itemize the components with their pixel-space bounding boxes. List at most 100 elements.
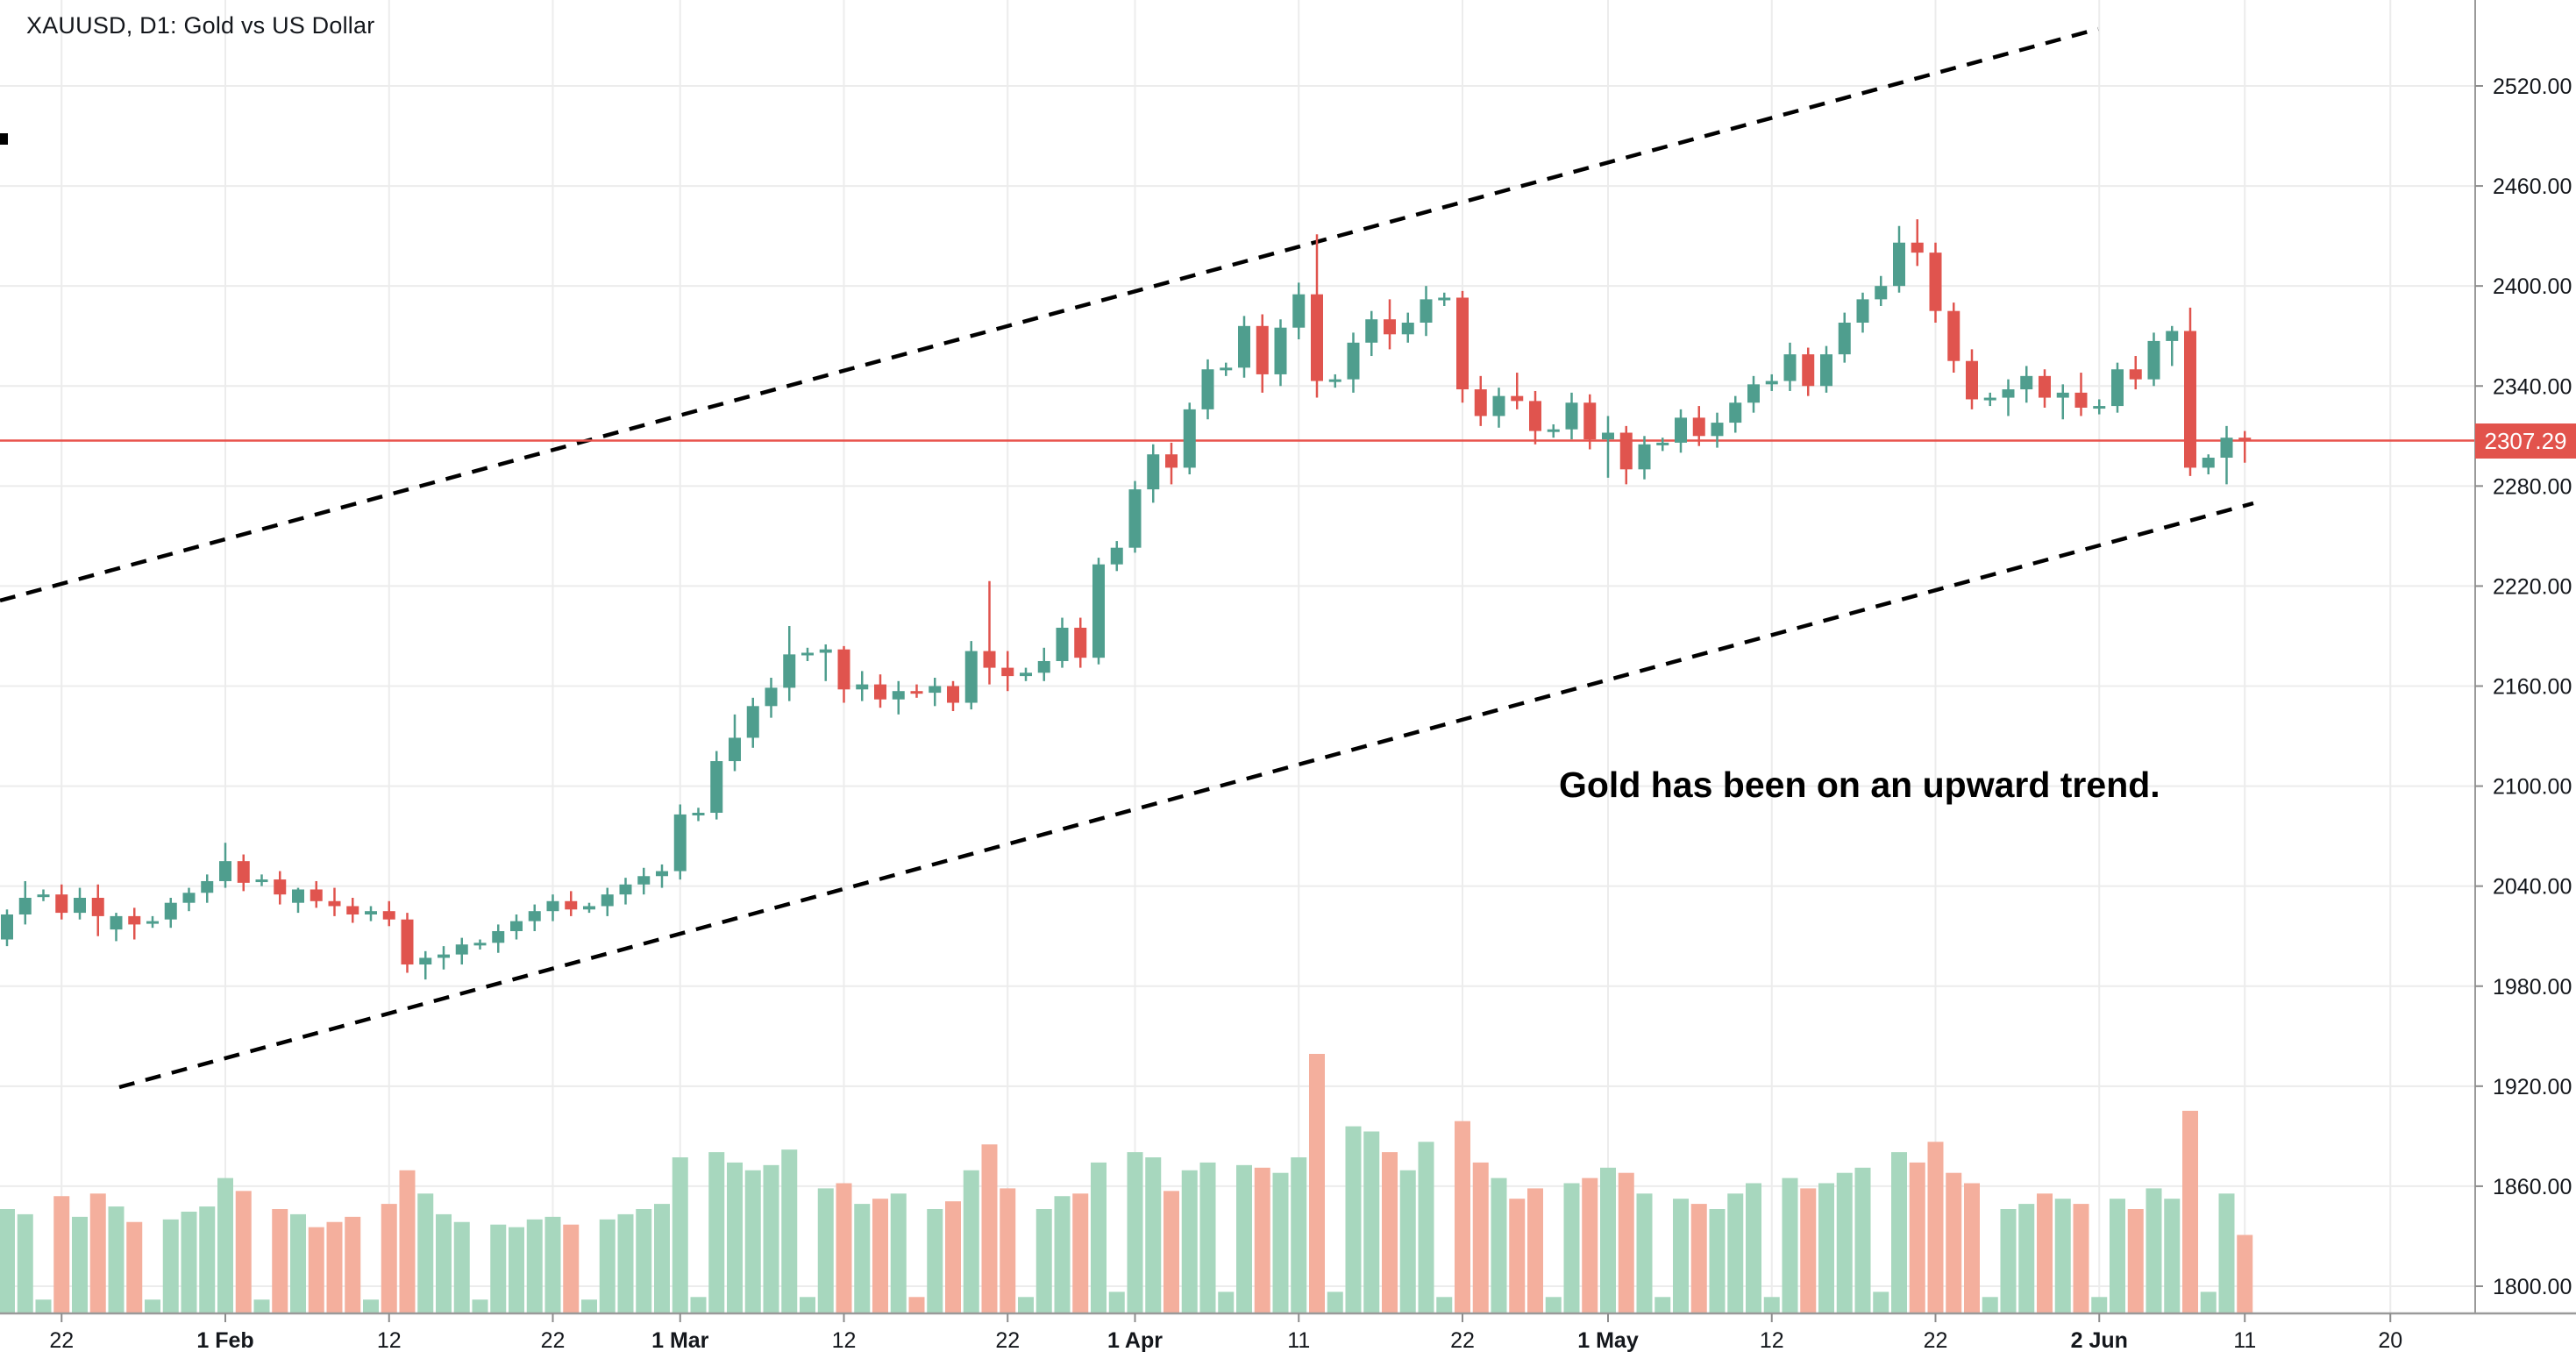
volume-bar	[581, 1299, 597, 1313]
volume-bar	[1272, 1172, 1289, 1313]
candle-body	[1966, 360, 1978, 400]
time-axis-label: 22	[1924, 1328, 1948, 1353]
volume-bar	[1309, 1054, 1325, 1313]
candle-body	[419, 957, 432, 965]
candle-body	[528, 911, 541, 921]
volume-bar	[1218, 1291, 1235, 1313]
volume-bar	[108, 1206, 125, 1313]
candle-body	[1675, 417, 1687, 443]
candle-body	[1947, 310, 1960, 361]
volume-bar	[1091, 1162, 1107, 1313]
candle-body	[1292, 294, 1306, 328]
candle-body	[1511, 395, 1524, 402]
candle-body	[1020, 672, 1032, 677]
candle-body	[1529, 401, 1541, 431]
volume-bar	[53, 1196, 70, 1313]
volume-bar	[1181, 1170, 1198, 1313]
candle-body	[2147, 340, 2160, 380]
volume-bar	[763, 1164, 779, 1313]
candle-body	[237, 861, 250, 883]
volume-bar	[2145, 1188, 2162, 1313]
candle-body	[2202, 458, 2215, 468]
candle-body	[455, 944, 468, 955]
volume-bar	[2182, 1110, 2198, 1313]
price-axis[interactable]	[2475, 0, 2576, 1313]
volume-bar	[1800, 1188, 1817, 1313]
volume-bar	[145, 1299, 160, 1313]
volume-bar	[2091, 1297, 2108, 1313]
volume-bar	[1600, 1167, 1616, 1313]
volume-bar	[1746, 1183, 1761, 1313]
candle-body	[18, 897, 32, 914]
volume-bar	[162, 1219, 179, 1313]
grid-lines	[0, 0, 2475, 1313]
candle-body	[2039, 375, 2051, 398]
volume-bar	[672, 1157, 688, 1313]
upper-channel-line[interactable]	[0, 26, 2099, 603]
candle-body	[583, 906, 595, 910]
candle-body	[1783, 354, 1797, 381]
volume-bar	[1946, 1172, 1962, 1313]
candle-body	[1183, 409, 1196, 468]
axes	[0, 0, 2576, 1315]
candle-body	[1274, 327, 1287, 374]
volume-bar	[2110, 1199, 2125, 1313]
candle-body	[310, 889, 323, 901]
candle-body	[55, 894, 68, 914]
price-axis-label: 1860.00	[2493, 1175, 2572, 1199]
candle-body	[2184, 331, 2196, 468]
candle-body	[255, 879, 268, 883]
volume-bar	[253, 1299, 270, 1313]
volume-bar	[326, 1221, 343, 1313]
volume-bar	[1072, 1193, 1089, 1313]
candle-body	[492, 931, 505, 943]
volume-bar	[181, 1211, 197, 1313]
candle-body	[2074, 392, 2088, 408]
volume-bar	[708, 1152, 725, 1313]
price-axis-labels: 2520.00 2460.00 2400.00 2340.00 2280.00 2220.…	[2475, 75, 2572, 1299]
volume-bar	[1836, 1172, 1853, 1313]
volume-bar	[1418, 1142, 1434, 1313]
candle-body	[2129, 369, 2142, 380]
candle-body	[1347, 342, 1360, 380]
volume-bar	[272, 1209, 288, 1313]
candle-body	[783, 654, 796, 688]
volume-bar	[1509, 1199, 1526, 1313]
volume-bar	[1018, 1297, 1034, 1313]
candle-body	[947, 686, 959, 703]
volume-bar	[217, 1178, 233, 1313]
volume-bar	[1436, 1297, 1453, 1313]
candle-body	[2166, 331, 2179, 341]
annotation-text-drawing[interactable]: Gold has been on an upward trend.	[1559, 765, 2160, 805]
volume-bar	[872, 1199, 888, 1313]
volume-bar	[1709, 1209, 1726, 1313]
volume-bar	[509, 1227, 524, 1313]
volume-bar	[381, 1204, 397, 1313]
candle-body	[74, 897, 86, 914]
time-axis[interactable]	[0, 1313, 2576, 1359]
volume-bar	[927, 1209, 943, 1313]
candle-body	[929, 686, 942, 694]
volume-bar	[1782, 1178, 1798, 1313]
volume-bar	[854, 1204, 871, 1313]
lower-channel-line[interactable]	[118, 501, 2254, 1090]
candle-body	[1619, 432, 1633, 470]
left-edge-drawing-fragment	[0, 133, 8, 145]
volume-bar	[781, 1149, 798, 1313]
candle-body	[1856, 299, 1869, 323]
candle-body	[1765, 381, 1778, 385]
candle-body	[983, 651, 996, 668]
candle-body	[1838, 322, 1851, 355]
volume-bar	[1818, 1183, 1834, 1313]
time-axis-label: 22	[541, 1328, 566, 1353]
candle-body	[637, 876, 651, 885]
volume-bar	[363, 1299, 379, 1313]
price-axis-label: 2100.00	[2493, 775, 2572, 800]
volume-bar	[1199, 1162, 1216, 1313]
volume-bar	[35, 1299, 52, 1313]
volume-bar	[1345, 1126, 1362, 1313]
volume-series	[0, 1054, 2253, 1313]
candle-body	[91, 897, 104, 916]
candle-body	[37, 894, 50, 898]
